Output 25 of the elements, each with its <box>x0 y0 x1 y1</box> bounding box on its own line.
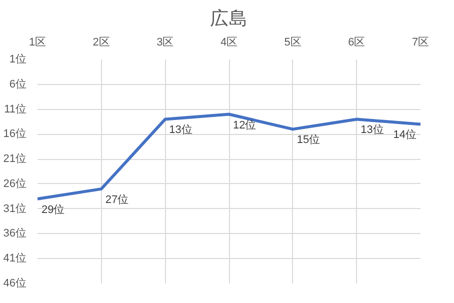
y-tick-label: 16位 <box>3 128 27 140</box>
x-tick-label: 6区 <box>348 36 366 48</box>
y-tick-label: 46位 <box>3 278 27 290</box>
data-label: 15位 <box>296 134 320 146</box>
x-tick-label: 7区 <box>412 36 430 48</box>
y-tick-label: 6位 <box>9 78 27 90</box>
y-tick-label: 31位 <box>3 202 27 215</box>
x-tick-label: 4区 <box>220 36 238 48</box>
x-tick-label: 3区 <box>156 36 174 48</box>
data-label: 14位 <box>393 129 417 142</box>
x-tick-label: 2区 <box>92 36 110 48</box>
chart-title: 広島 <box>210 8 248 28</box>
y-tick-label: 26位 <box>3 178 27 190</box>
data-label: 27位 <box>105 194 129 206</box>
data-label: 29位 <box>42 204 65 216</box>
y-tick-label: 11位 <box>4 103 27 116</box>
x-tick-label: 5区 <box>284 36 302 48</box>
y-tick-label: 41位 <box>3 252 27 265</box>
data-label: 13位 <box>360 124 384 136</box>
data-label: 12位 <box>233 119 256 132</box>
data-label: 13位 <box>169 124 192 136</box>
x-tick-label: 1区 <box>28 36 46 48</box>
y-tick-label: 21位 <box>3 153 27 166</box>
y-tick-label: 36位 <box>3 228 27 240</box>
y-tick-label: 1位 <box>9 54 27 66</box>
